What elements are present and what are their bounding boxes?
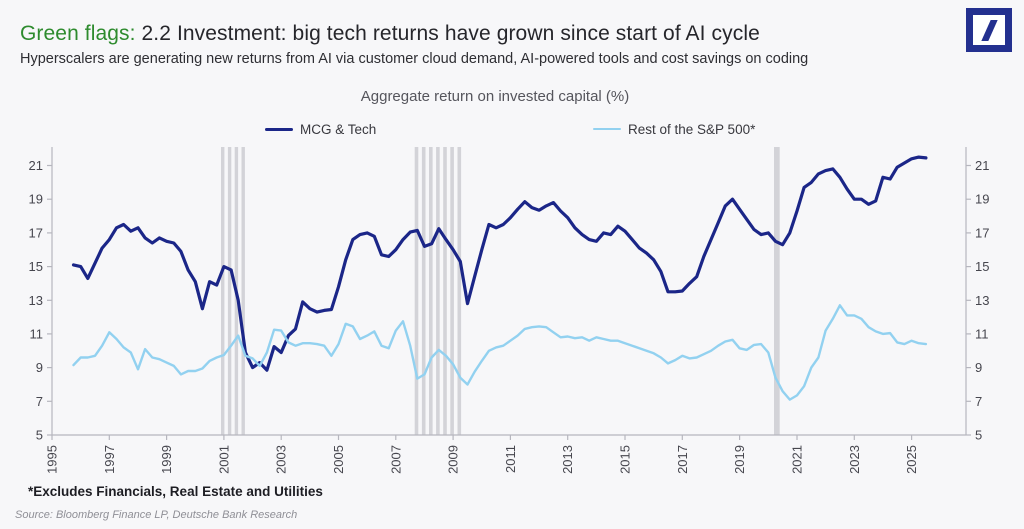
- svg-text:15: 15: [29, 259, 43, 274]
- title-rest: 2.2 Investment: big tech returns have gr…: [135, 22, 760, 46]
- svg-text:2009: 2009: [446, 445, 461, 474]
- svg-text:2017: 2017: [675, 445, 690, 474]
- svg-text:2005: 2005: [331, 445, 346, 474]
- chart-footnote: *Excludes Financials, Real Estate and Ut…: [28, 484, 323, 499]
- svg-text:15: 15: [975, 259, 989, 274]
- source-note: Source: Bloomberg Finance LP, Deutsche B…: [15, 509, 298, 521]
- svg-text:2019: 2019: [732, 445, 747, 474]
- svg-text:9: 9: [36, 360, 43, 375]
- svg-text:2007: 2007: [388, 445, 403, 474]
- page-title: Green flags: 2.2 Investment: big tech re…: [20, 22, 760, 46]
- svg-text:21: 21: [975, 158, 989, 173]
- svg-text:13: 13: [975, 293, 989, 308]
- svg-text:2001: 2001: [216, 445, 231, 474]
- svg-text:1997: 1997: [102, 445, 117, 474]
- svg-text:1999: 1999: [159, 445, 174, 474]
- rest-sp500-line-swatch-icon: [593, 127, 621, 131]
- svg-text:2011: 2011: [503, 445, 518, 473]
- svg-text:19: 19: [975, 192, 989, 207]
- svg-text:2025: 2025: [904, 445, 919, 474]
- chart-plot-area: 5 5 7 7 9 9 11 11 13 13 15 15 17 17 19 19 21 21 1995 1997 19…: [0, 140, 1024, 480]
- svg-text:21: 21: [29, 158, 43, 173]
- page-subtitle: Hyperscalers are generating new returns …: [20, 50, 809, 67]
- svg-text:17: 17: [29, 225, 43, 240]
- legend-item-rest-sp500: Rest of the S&P 500*: [593, 121, 755, 137]
- svg-text:2015: 2015: [618, 445, 633, 474]
- svg-text:5: 5: [36, 428, 43, 443]
- svg-text:13: 13: [29, 293, 43, 308]
- db-slash-icon: [980, 19, 998, 41]
- chart-title: Aggregate return on invested capital (%): [360, 88, 630, 105]
- axes: [47, 147, 971, 440]
- legend-label-mcg-tech: MCG & Tech: [300, 121, 377, 137]
- chart-svg: 5 5 7 7 9 9 11 11 13 13 15 15 17 17 19 19 21 21 1995 1997 19…: [29, 147, 990, 474]
- svg-text:5: 5: [975, 428, 982, 443]
- svg-text:2013: 2013: [560, 445, 575, 474]
- svg-text:1995: 1995: [45, 445, 60, 474]
- deutsche-bank-logo-icon: [966, 8, 1012, 52]
- svg-text:19: 19: [29, 192, 43, 207]
- title-highlight: Green flags:: [20, 22, 136, 46]
- series-line-0: [71, 155, 928, 372]
- svg-text:7: 7: [36, 394, 43, 409]
- svg-text:11: 11: [975, 326, 989, 341]
- legend-item-mcg-tech: MCG & Tech: [265, 121, 376, 137]
- svg-text:11: 11: [30, 326, 44, 341]
- recession-bands: [221, 147, 780, 435]
- tick-labels: 5 5 7 7 9 9 11 11 13 13 15 15 17 17 19 19 21 21 1995 1997 19…: [29, 158, 990, 474]
- svg-text:2023: 2023: [847, 445, 862, 474]
- svg-text:2003: 2003: [274, 445, 289, 474]
- svg-text:2021: 2021: [790, 445, 805, 474]
- svg-text:17: 17: [975, 225, 989, 240]
- series-line-1: [72, 304, 928, 401]
- svg-text:9: 9: [975, 360, 982, 375]
- legend-label-rest-sp500: Rest of the S&P 500*: [628, 121, 756, 137]
- svg-text:7: 7: [975, 394, 982, 409]
- mcg-tech-line-swatch-icon: [265, 127, 293, 131]
